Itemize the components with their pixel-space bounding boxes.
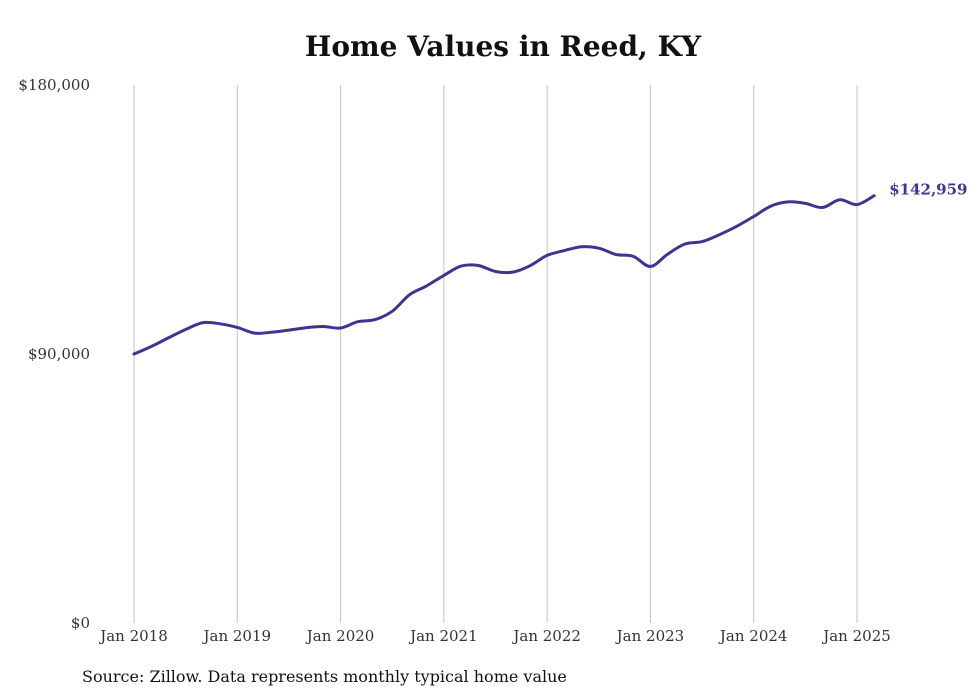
y-axis: $0 $90,000 $180,000 [18,76,90,632]
x-tick-label: Jan 2020 [305,627,375,645]
gridlines [133,85,858,623]
series-line [132,194,876,356]
x-tick-label: Jan 2024 [718,627,788,645]
x-axis: Jan 2018 Jan 2019 Jan 2020 Jan 2021 Jan 2022… [98,627,891,645]
y-tick-label: $0 [71,614,90,632]
x-tick-label: Jan 2018 [98,627,168,645]
chart-title: Home Values in Reed, KY [304,30,702,63]
y-tick-label: $180,000 [18,76,90,94]
x-tick-label: Jan 2025 [821,627,891,645]
end-value-label: $142,959 [889,181,967,199]
x-tick-label: Jan 2021 [408,627,478,645]
x-tick-label: Jan 2023 [615,627,685,645]
y-tick-label: $90,000 [28,345,90,363]
x-tick-label: Jan 2019 [202,627,272,645]
line-chart: $0$90,000$180,000 Jan 2018 Jan 2019 Jan 20… [18,76,967,645]
series-layer: $142,959 [132,181,967,356]
source-note: Source: Zillow. Data represents monthly … [82,667,567,686]
x-tick-label: Jan 2022 [511,627,581,645]
